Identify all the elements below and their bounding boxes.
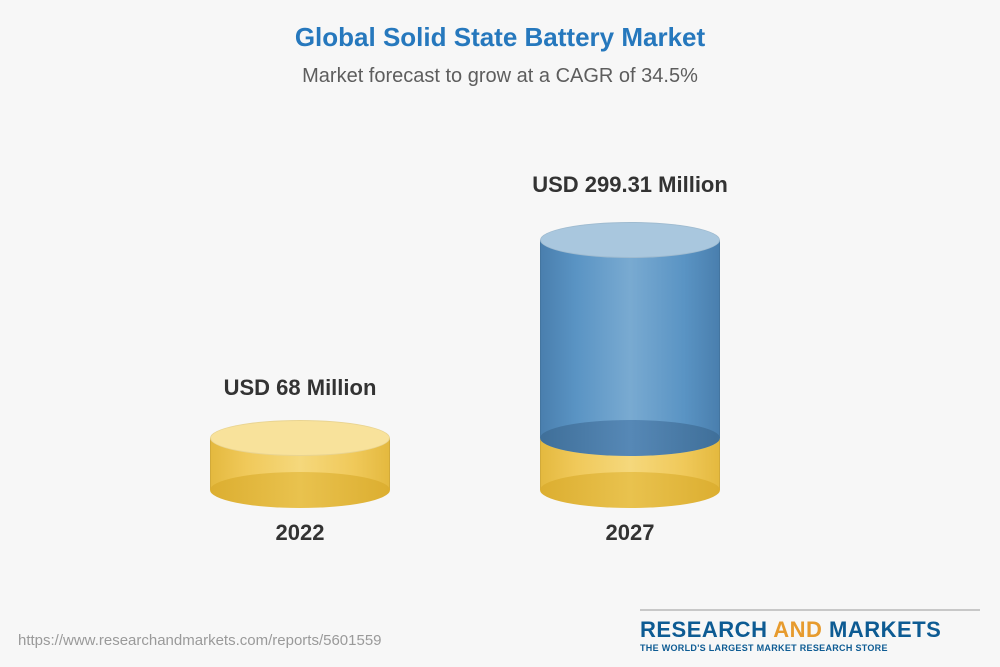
brand-tagline: THE WORLD'S LARGEST MARKET RESEARCH STOR…	[640, 643, 980, 653]
source-url: https://www.researchandmarkets.com/repor…	[18, 632, 382, 649]
bar-year-label: 2022	[200, 520, 400, 546]
cylinder-segment	[540, 240, 720, 438]
bar-year-label: 2027	[530, 520, 730, 546]
chart-subtitle: Market forecast to grow at a CAGR of 34.…	[0, 53, 1000, 88]
brand-text: RESEARCH	[640, 617, 767, 642]
brand-text: MARKETS	[829, 617, 941, 642]
chart-title: Global Solid State Battery Market	[0, 0, 1000, 53]
bar-value-label: USD 299.31 Million	[505, 172, 755, 198]
brand-name: RESEARCH AND MARKETS	[640, 617, 980, 643]
divider	[640, 609, 980, 611]
brand-logo: RESEARCH AND MARKETS THE WORLD'S LARGEST…	[640, 609, 980, 653]
brand-text: AND	[767, 617, 829, 642]
bar-value-label: USD 68 Million	[175, 375, 425, 401]
cylinder-segment	[210, 438, 390, 490]
chart-area: USD 68 Million 2022 USD 299.31 Million 2…	[0, 120, 1000, 560]
